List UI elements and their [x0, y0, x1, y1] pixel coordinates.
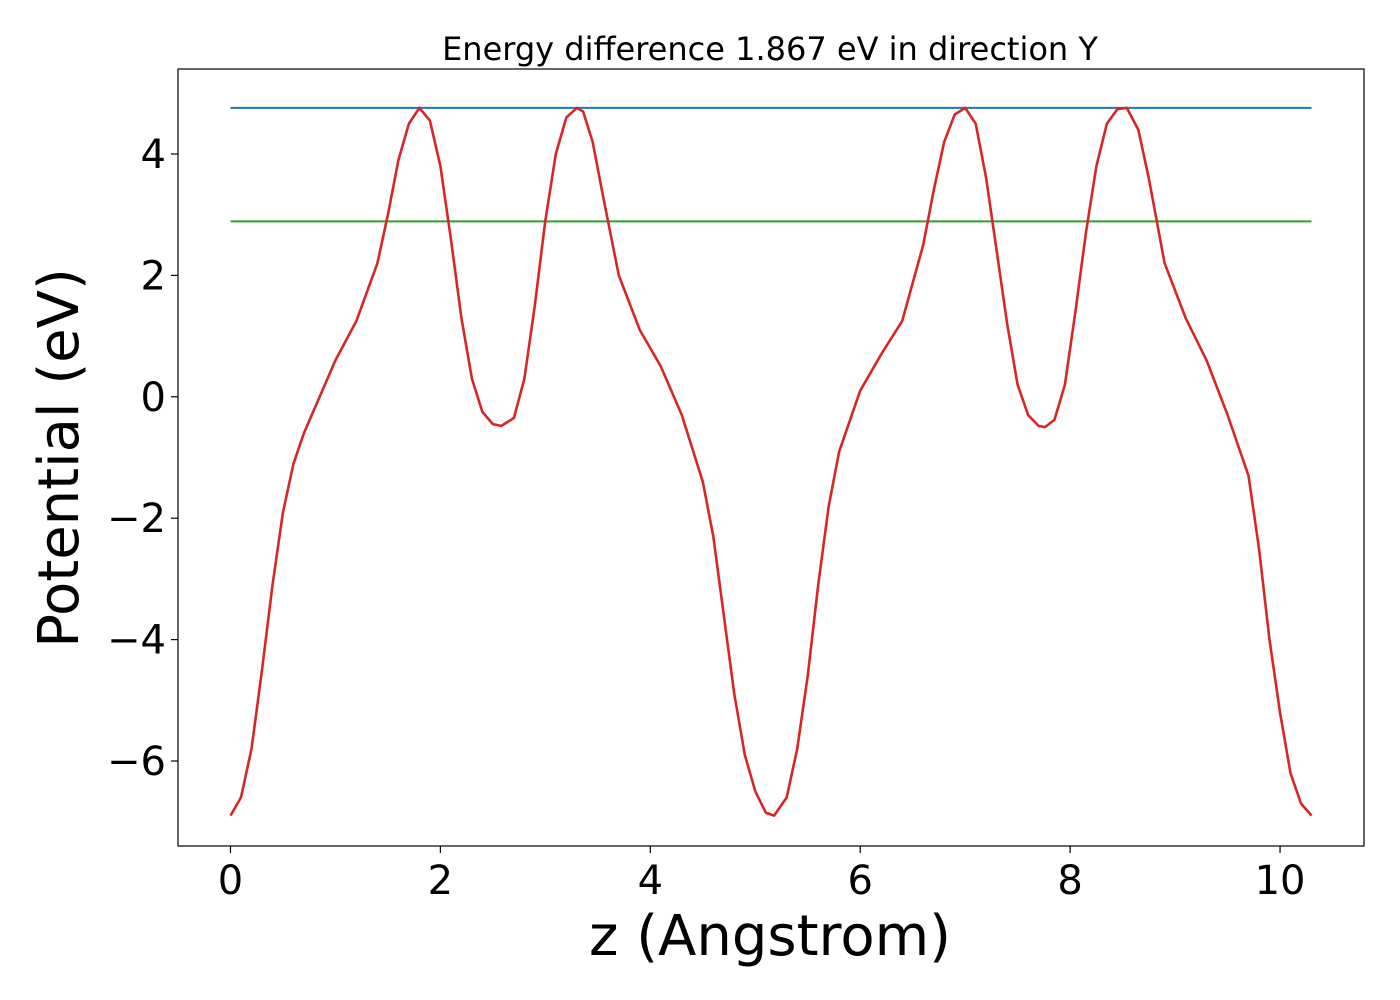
x-axis-ticks: 0 2 4 6 8 10 — [218, 846, 1306, 904]
chart-title: Energy difference 1.867 eV in direction … — [442, 30, 1098, 68]
y-tick-label: −6 — [107, 739, 166, 785]
y-axis-label: Potential (eV) — [27, 268, 92, 648]
x-tick-label: 6 — [847, 858, 872, 904]
y-tick-label: 2 — [141, 253, 166, 299]
y-tick-label: 0 — [141, 375, 166, 421]
x-tick-label: 8 — [1057, 858, 1082, 904]
plot-frame — [177, 68, 1365, 847]
plot-area — [229, 106, 1313, 817]
x-tick-label: 10 — [1255, 858, 1306, 904]
y-axis-ticks: 4 2 0 −2 −4 −6 — [107, 132, 178, 785]
y-tick-label: −4 — [107, 618, 166, 664]
series-line-2 — [229, 106, 1313, 817]
y-tick-label: 4 — [141, 132, 166, 178]
x-tick-label: 2 — [428, 858, 453, 904]
y-tick-label: −2 — [107, 496, 166, 542]
x-tick-label: 0 — [218, 858, 243, 904]
x-tick-label: 4 — [638, 858, 663, 904]
x-axis-label: z (Angstrom) — [589, 904, 951, 969]
